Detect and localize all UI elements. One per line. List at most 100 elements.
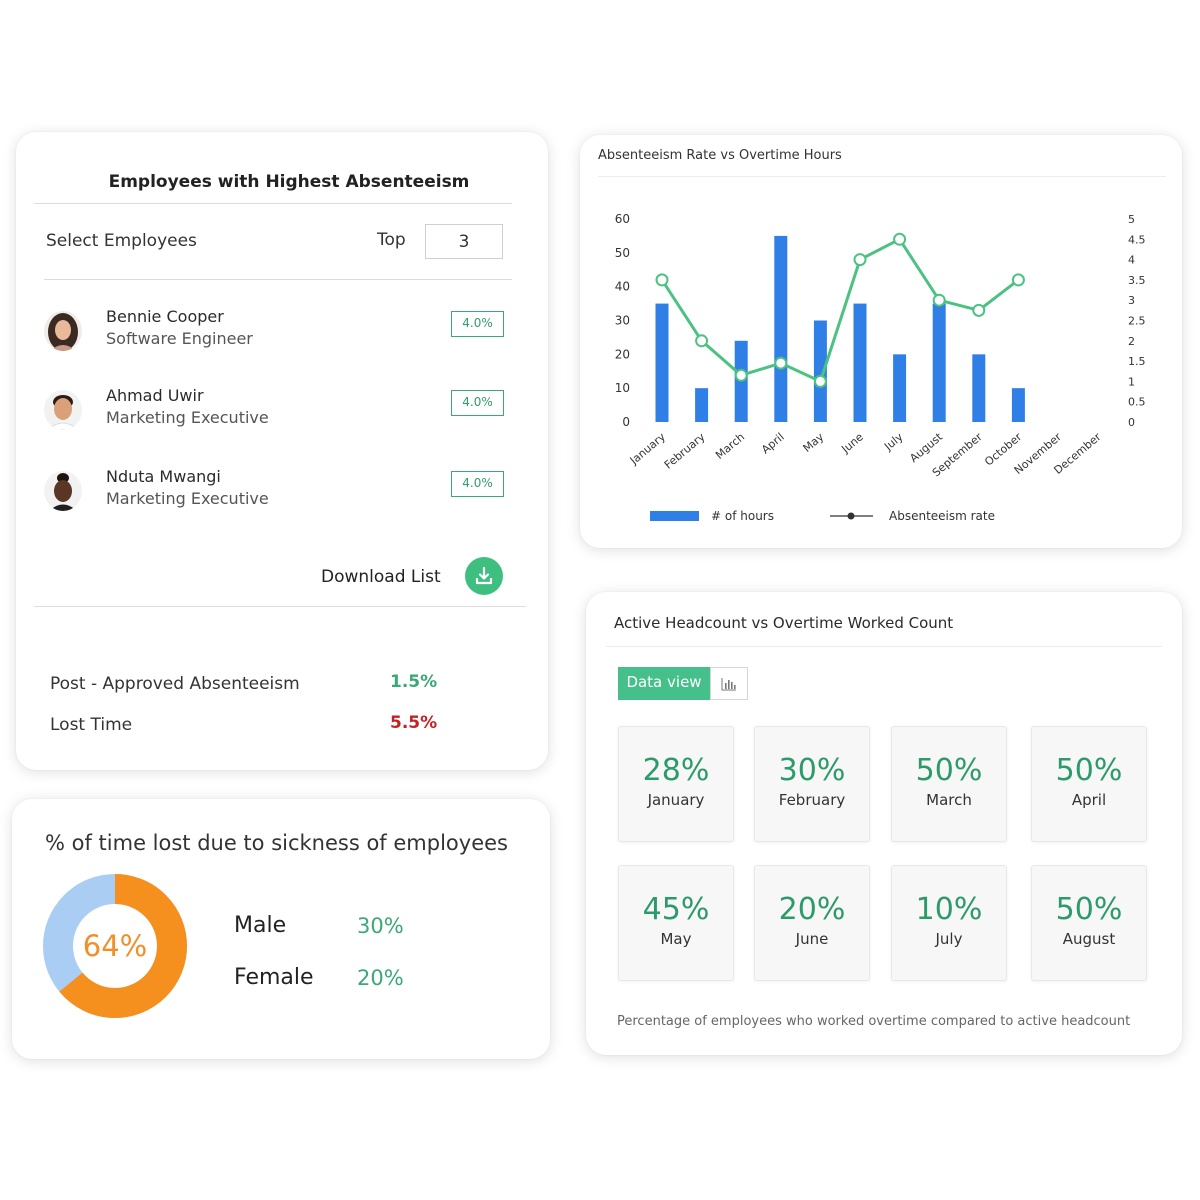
- tile-month: March: [926, 791, 972, 809]
- tile-month: February: [778, 791, 846, 809]
- top-label: Top: [377, 230, 406, 250]
- line-point: [932, 293, 946, 307]
- x-axis-tick-label: July: [881, 430, 906, 454]
- male-value: 30%: [357, 914, 404, 938]
- line-point: [1011, 273, 1025, 287]
- tile-value: 30%: [778, 753, 846, 788]
- right-axis-tick-label: 0: [1128, 416, 1135, 429]
- male-label: Male: [234, 913, 287, 938]
- legend-bar-swatch: [650, 511, 699, 521]
- line-point: [655, 273, 669, 287]
- month-tile: 28% January: [618, 726, 734, 842]
- employee-role: Marketing Executive: [106, 489, 269, 508]
- download-list-link[interactable]: Download List: [321, 567, 441, 587]
- tile-value: 20%: [778, 892, 846, 927]
- tile-month: January: [647, 791, 705, 809]
- absenteeism-overtime-chart: 010203040506000.511.522.533.544.55Januar…: [615, 212, 1146, 523]
- line-point: [853, 253, 867, 267]
- sickness-donut-chart: [43, 874, 187, 1018]
- tile-month: April: [1071, 791, 1107, 809]
- donut-center-value: 64%: [82, 929, 148, 963]
- bar: [932, 303, 946, 422]
- post-approved-absenteeism-label: Post - Approved Absenteeism: [50, 674, 300, 694]
- right-axis-tick-label: 5: [1128, 213, 1135, 226]
- left-axis-tick-label: 40: [615, 280, 630, 294]
- right-axis-tick-label: 3.5: [1128, 274, 1146, 287]
- month-tile: 50% April: [1031, 726, 1147, 842]
- lost-time-value: 5.5%: [390, 713, 438, 733]
- absenteeism-overtime-chart-card: Absenteeism Rate vs Overtime Hours 0 10 20…: [580, 135, 1182, 548]
- left-axis-tick-label: 0: [622, 415, 630, 429]
- bar: [972, 354, 986, 422]
- right-axis-tick-label: 1.5: [1128, 355, 1146, 368]
- chart-view-button[interactable]: [710, 667, 748, 700]
- download-icon[interactable]: [465, 557, 503, 595]
- avatar: [44, 471, 82, 511]
- tile-value: 45%: [642, 892, 710, 927]
- avatar: [44, 311, 82, 351]
- bar: [1011, 388, 1025, 422]
- line-point: [972, 303, 986, 317]
- line-point: [774, 356, 788, 370]
- right-axis-tick-label: 2: [1128, 335, 1135, 348]
- bar: [893, 354, 907, 422]
- sickness-time-lost-card: % of time lost due to sickness of employ…: [12, 799, 550, 1059]
- left-axis-tick-label: 30: [615, 314, 630, 328]
- left-axis-tick-label: 20: [615, 347, 630, 361]
- absenteeism-rate-line: [660, 237, 1020, 383]
- select-employees-label: Select Employees: [46, 231, 197, 251]
- absenteeism-rate-badge: 4.0%: [451, 311, 504, 337]
- donut-value-segment: [43, 874, 187, 1018]
- employee-row[interactable]: Nduta Mwangi Marketing Executive 4.0%: [44, 467, 514, 517]
- legend-line-marker: [847, 512, 855, 520]
- avatar: [44, 390, 82, 430]
- female-value: 20%: [357, 966, 404, 990]
- x-axis-tick-label: May: [801, 430, 827, 455]
- bar: [813, 320, 827, 422]
- month-tile: 45% May: [618, 865, 734, 981]
- tile-value: 50%: [915, 753, 983, 788]
- tile-month: July: [935, 930, 963, 948]
- month-tile: 30% February: [754, 726, 870, 842]
- x-axis-tick-label: March: [713, 430, 747, 462]
- right-axis-tick-label: 2.5: [1128, 315, 1146, 328]
- line-point: [695, 334, 709, 348]
- month-tile: 20% June: [754, 865, 870, 981]
- absenteeism-card: Employees with Highest Absenteeism Selec…: [16, 132, 548, 770]
- x-axis-tick-label: June: [838, 430, 866, 456]
- bar: [853, 303, 867, 422]
- card-title: Employees with Highest Absenteeism: [108, 172, 470, 192]
- employee-role: Software Engineer: [106, 329, 253, 348]
- bar: [774, 235, 788, 422]
- right-axis-tick-label: 0.5: [1128, 396, 1146, 409]
- bar: [695, 388, 709, 422]
- month-tile: 50% March: [891, 726, 1007, 842]
- data-view-button[interactable]: Data view: [618, 667, 710, 700]
- right-axis-tick-label: 4: [1128, 254, 1135, 267]
- line-point: [813, 374, 827, 388]
- employee-name: Nduta Mwangi: [106, 467, 221, 486]
- line-point: [734, 368, 748, 382]
- employee-name: Bennie Cooper: [106, 307, 224, 326]
- employee-row[interactable]: Ahmad Uwir Marketing Executive 4.0%: [44, 386, 514, 436]
- absenteeism-rate-badge: 4.0%: [451, 390, 504, 416]
- tile-value: 50%: [1055, 892, 1123, 927]
- post-approved-absenteeism-value: 1.5%: [390, 672, 438, 692]
- headcount-overtime-card: Active Headcount vs Overtime Worked Coun…: [586, 592, 1182, 1055]
- chart-title: Absenteeism Rate vs Overtime Hours: [598, 148, 842, 163]
- footnote: Percentage of employees who worked overt…: [617, 1014, 1131, 1029]
- month-tile: 10% July: [891, 865, 1007, 981]
- left-axis-tick-label: 50: [615, 246, 630, 260]
- employee-row[interactable]: Bennie Cooper Software Engineer 4.0%: [44, 307, 514, 357]
- top-count-input[interactable]: [425, 224, 503, 259]
- tile-value: 10%: [915, 892, 983, 927]
- x-axis-tick-label: February: [662, 430, 708, 472]
- tile-value: 50%: [1055, 753, 1123, 788]
- left-axis-tick-label: 10: [615, 381, 630, 395]
- right-axis-tick-label: 1: [1128, 375, 1135, 388]
- line-point: [893, 232, 907, 246]
- month-tile: 50% August: [1031, 865, 1147, 981]
- left-axis-tick-label: 60: [615, 212, 630, 226]
- tile-value: 28%: [642, 753, 710, 788]
- divider: [44, 279, 512, 280]
